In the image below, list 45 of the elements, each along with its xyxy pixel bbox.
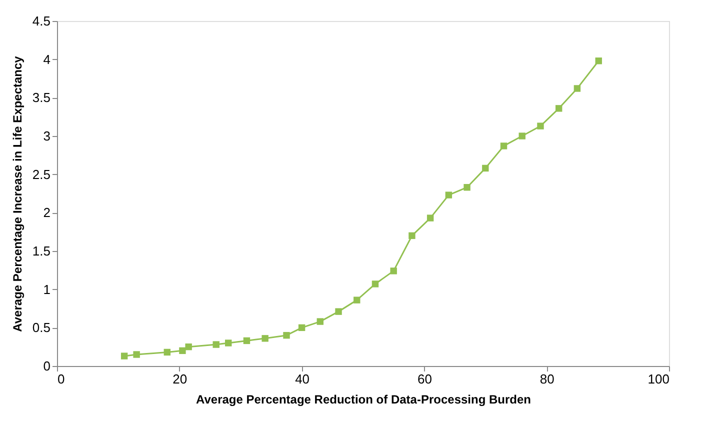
point bbox=[408, 232, 416, 240]
x-tick-label: 60 bbox=[417, 372, 432, 386]
x-tick-label: 20 bbox=[172, 372, 188, 386]
point bbox=[316, 318, 324, 325]
point bbox=[445, 192, 452, 198]
point bbox=[426, 214, 434, 222]
y-tick-label: 4 bbox=[43, 52, 50, 67]
x-tick-label: 0 bbox=[58, 372, 65, 386]
point bbox=[298, 324, 306, 332]
y-tick-label: 2 bbox=[43, 205, 50, 220]
x-tick-label: 100 bbox=[648, 372, 670, 386]
y-tick-label: 1 bbox=[43, 282, 50, 297]
point bbox=[212, 341, 220, 348]
point bbox=[185, 343, 192, 350]
y-tick-label: 0.5 bbox=[32, 320, 50, 336]
point bbox=[518, 132, 526, 140]
point bbox=[243, 337, 250, 344]
point bbox=[555, 105, 562, 112]
point bbox=[464, 184, 470, 191]
point bbox=[262, 335, 268, 342]
point bbox=[574, 85, 581, 92]
y-tick-label: 1.5 bbox=[32, 244, 50, 258]
y-tick-label: 3.5 bbox=[32, 90, 50, 106]
point bbox=[372, 280, 379, 288]
y-tick-label: 0 bbox=[43, 358, 50, 374]
point bbox=[225, 340, 232, 346]
point bbox=[283, 332, 290, 339]
point bbox=[354, 296, 360, 304]
y-axis-title: Average Percentage Increase in Life Expectancy bbox=[10, 56, 24, 332]
x-axis-title: Average Percentage Reduction of Data-Processing Burden bbox=[196, 392, 531, 406]
point bbox=[500, 142, 508, 150]
point bbox=[390, 268, 397, 274]
x-tick-label: 80 bbox=[540, 372, 554, 386]
point bbox=[133, 351, 140, 358]
point bbox=[164, 348, 171, 356]
point bbox=[120, 352, 128, 360]
point bbox=[335, 308, 342, 315]
x-tick-label: 40 bbox=[295, 372, 310, 386]
point bbox=[595, 58, 602, 64]
y-tick-label: 3 bbox=[43, 128, 50, 144]
point bbox=[482, 164, 489, 172]
point bbox=[537, 122, 544, 130]
y-tick-label: 4.5 bbox=[32, 14, 50, 28]
y-tick-label: 2.5 bbox=[32, 166, 50, 182]
point bbox=[179, 347, 186, 354]
